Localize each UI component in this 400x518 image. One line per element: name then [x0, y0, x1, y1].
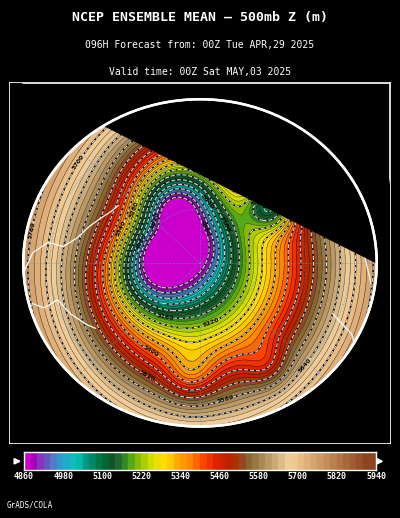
- Bar: [246, 452, 252, 470]
- Bar: [141, 452, 148, 470]
- Bar: [180, 452, 187, 470]
- Text: 5460: 5460: [210, 472, 230, 481]
- Bar: [265, 452, 272, 470]
- Bar: [161, 452, 168, 470]
- Bar: [76, 452, 83, 470]
- Bar: [311, 452, 317, 470]
- Text: 5220: 5220: [131, 472, 151, 481]
- Text: 5340: 5340: [170, 472, 190, 481]
- Text: Valid time: 00Z Sat MAY,03 2025: Valid time: 00Z Sat MAY,03 2025: [109, 67, 291, 77]
- Bar: [252, 452, 259, 470]
- Bar: [187, 452, 194, 470]
- Bar: [337, 452, 344, 470]
- Bar: [226, 452, 232, 470]
- Bar: [291, 452, 298, 470]
- Bar: [63, 452, 70, 470]
- Text: 5760: 5760: [27, 222, 36, 240]
- Text: 096H Forecast from: 00Z Tue APR,29 2025: 096H Forecast from: 00Z Tue APR,29 2025: [86, 40, 314, 50]
- Bar: [272, 452, 278, 470]
- Bar: [239, 452, 246, 470]
- Bar: [298, 452, 304, 470]
- Bar: [115, 452, 122, 470]
- Bar: [350, 452, 356, 470]
- Bar: [259, 452, 265, 470]
- Bar: [356, 452, 363, 470]
- Bar: [317, 452, 324, 470]
- Bar: [30, 452, 37, 470]
- Text: 5940: 5940: [366, 472, 386, 481]
- Bar: [344, 452, 350, 470]
- Bar: [50, 452, 56, 470]
- Bar: [168, 452, 174, 470]
- Bar: [278, 452, 285, 470]
- Bar: [70, 452, 76, 470]
- Text: 5220: 5220: [202, 318, 220, 328]
- Text: 5280: 5280: [129, 200, 140, 218]
- Text: 5760: 5760: [360, 198, 370, 217]
- Text: 5040: 5040: [200, 194, 214, 210]
- Text: 5700: 5700: [72, 153, 86, 170]
- Bar: [102, 452, 109, 470]
- Bar: [220, 452, 226, 470]
- Text: 4860: 4860: [198, 219, 210, 237]
- Text: 5640: 5640: [298, 356, 313, 373]
- Text: 4980: 4980: [53, 472, 73, 481]
- Polygon shape: [0, 68, 400, 457]
- Bar: [83, 452, 89, 470]
- Text: 4980: 4980: [136, 233, 149, 251]
- Text: 5400: 5400: [142, 345, 160, 358]
- Bar: [109, 452, 115, 470]
- Bar: [304, 452, 311, 470]
- Bar: [24, 452, 30, 470]
- Bar: [128, 452, 135, 470]
- Bar: [324, 452, 330, 470]
- Text: 5580: 5580: [216, 395, 234, 404]
- Bar: [44, 452, 50, 470]
- Bar: [194, 452, 200, 470]
- Text: 5580: 5580: [249, 472, 269, 481]
- Bar: [174, 452, 180, 470]
- Text: 5340: 5340: [115, 220, 128, 238]
- Bar: [122, 452, 128, 470]
- Text: 4920: 4920: [151, 211, 160, 229]
- Bar: [330, 452, 337, 470]
- Bar: [135, 452, 141, 470]
- Bar: [285, 452, 291, 470]
- Bar: [154, 452, 161, 470]
- Text: 5460: 5460: [257, 166, 275, 176]
- Bar: [37, 452, 44, 470]
- Bar: [89, 452, 96, 470]
- Text: 5160: 5160: [250, 193, 267, 207]
- Bar: [148, 452, 154, 470]
- Text: GrADS/COLA: GrADS/COLA: [7, 500, 53, 510]
- Bar: [213, 452, 220, 470]
- Text: 5700: 5700: [282, 119, 299, 133]
- Bar: [56, 452, 63, 470]
- Bar: [96, 452, 102, 470]
- Text: NCEP ENSEMBLE MEAN – 500mb Z (m): NCEP ENSEMBLE MEAN – 500mb Z (m): [72, 11, 328, 24]
- Text: 5520: 5520: [138, 370, 156, 383]
- Bar: [206, 452, 213, 470]
- Bar: [200, 452, 206, 470]
- Bar: [370, 452, 376, 470]
- Text: 4860: 4860: [14, 472, 34, 481]
- Text: 5820: 5820: [327, 472, 347, 481]
- Bar: [232, 452, 239, 470]
- Text: 5100: 5100: [219, 215, 231, 233]
- Text: 5100: 5100: [92, 472, 112, 481]
- Bar: [363, 452, 370, 470]
- Text: 5700: 5700: [288, 472, 308, 481]
- Text: 5160: 5160: [156, 313, 174, 321]
